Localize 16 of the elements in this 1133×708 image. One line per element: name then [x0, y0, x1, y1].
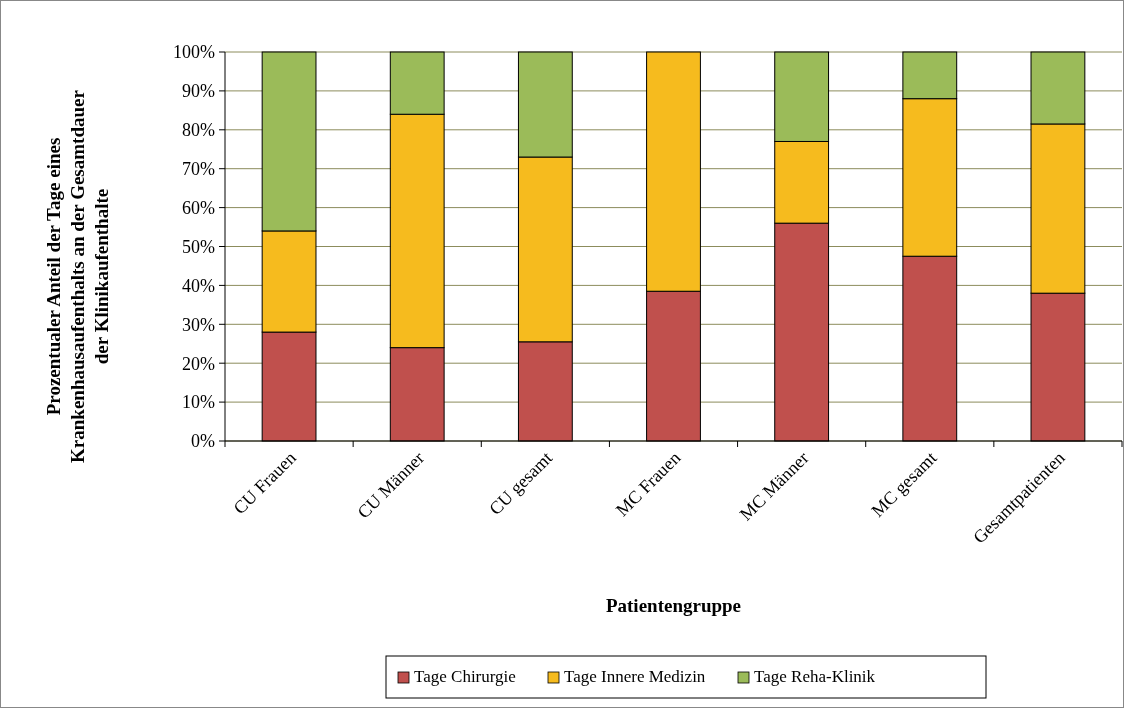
y-tick-label: 70%: [182, 159, 215, 179]
legend-label: Tage Chirurgie: [414, 667, 516, 686]
y-tick-label: 50%: [182, 236, 215, 257]
y-tick-label: 40%: [182, 275, 215, 296]
y-tick-label: 30%: [182, 314, 215, 335]
legend-label: Tage Innere Medizin: [564, 667, 706, 686]
y-tick-label: 60%: [182, 197, 215, 218]
y-tick-label: 0%: [191, 431, 215, 452]
y-tick-label: 80%: [182, 120, 215, 141]
legend-label: Tage Reha-Klinik: [754, 667, 876, 686]
x-axis-title: Patientengruppe: [605, 595, 742, 616]
y-tick-label: 10%: [182, 392, 215, 413]
y-tick-label: 100%: [173, 42, 215, 63]
y-tick-label: 90%: [182, 81, 215, 102]
y-axis-title: Prozentualer Anteil der Tage eines Krankenhausaufenthalts an der Gesamtdauer der Klinikaufenthalte: [43, 89, 112, 463]
y-tick-label: 20%: [182, 353, 215, 374]
